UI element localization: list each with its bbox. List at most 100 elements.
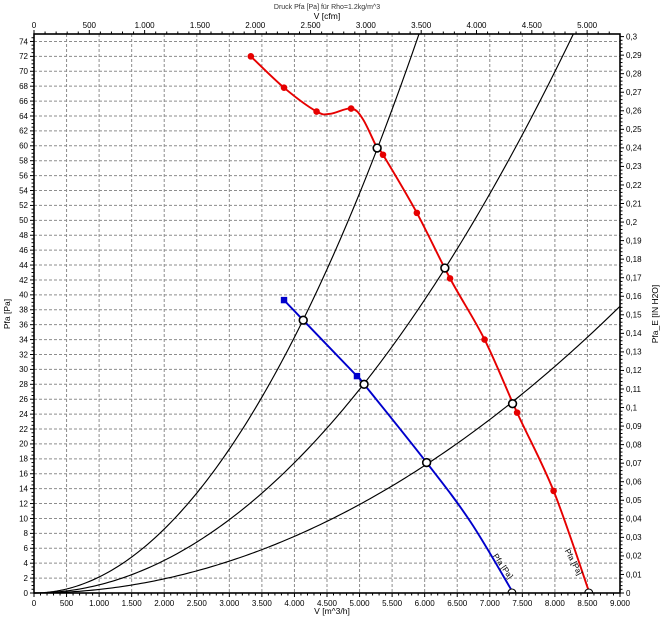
tick-label-right: 0,22 [626,181,642,190]
right-axis-label: Pfa_E [IN H2O] [650,285,660,344]
fan-pressure-curve-marker [247,53,255,60]
tick-label-left: 62 [19,127,28,136]
tick-label-right: 0,09 [626,422,642,431]
second-fan-pressure-curve [283,299,513,592]
tick-label-left: 22 [19,425,28,434]
tick-label-top: 3.000 [356,21,377,30]
tick-label-bottom: 0 [32,599,37,608]
tick-label-bottom: 2.000 [154,599,175,608]
tick-label-right: 0,19 [626,236,642,245]
tick-label-left: 72 [19,52,28,61]
chart-title: Druck Pfa [Pa] für Rho=1.2kg/m^3 [274,4,380,11]
system-curve-1 [33,33,420,594]
tick-label-right: 0,06 [626,478,642,487]
tick-label-bottom: 1.000 [89,599,110,608]
tick-label-bottom: 500 [60,599,74,608]
tick-label-left: 6 [24,544,29,553]
tick-label-top: 1.000 [135,21,156,30]
tick-label-left: 60 [19,142,28,151]
tick-label-top: 3.500 [411,21,432,30]
tick-label-top: 500 [83,21,97,30]
tick-label-right: 0,03 [626,533,642,542]
tick-label-right: 0,21 [626,199,642,208]
operating-point [372,143,382,153]
tick-label-top: 0 [32,21,37,30]
tick-label-left: 2 [24,574,29,583]
tick-label-right: 0,18 [626,255,642,264]
tick-label-left: 52 [19,201,28,210]
tick-label-left: 36 [19,320,28,329]
system-curves-group [33,33,621,594]
tick-label-bottom: 9.000 [610,599,631,608]
tick-label-left: 68 [19,82,28,91]
fan-pressure-curve-marker [413,209,421,217]
second-fan-pressure-curve-marker [353,372,361,380]
tick-label-bottom: 4.500 [317,599,338,608]
tick-label-left: 48 [19,231,28,240]
tick-label-right: 0 [626,589,631,598]
tick-label-left: 26 [19,395,28,404]
tick-label-right: 0,01 [626,570,642,579]
left-axis-label: Pfa [Pa] [2,299,12,329]
tick-label-bottom: 4.000 [284,599,305,608]
fan-pressure-curve-marker [550,487,557,495]
operating-point [507,398,518,409]
tick-label-left: 70 [19,67,28,76]
tick-label-right: 0,26 [626,107,642,116]
tick-label-top: 1.500 [190,21,211,30]
tick-label-top: 4.500 [522,21,543,30]
tick-label-bottom: 3.000 [219,599,240,608]
tick-label-top: 5.000 [577,21,598,30]
tick-label-bottom: 1.500 [122,599,143,608]
tick-label-left: 66 [19,97,28,106]
tick-label-left: 50 [19,216,28,225]
tick-label-right: 0,11 [626,385,642,394]
tick-label-left: 58 [19,157,28,166]
tick-label-left: 30 [19,365,28,374]
tick-label-right: 0,3 [626,32,638,41]
tick-label-left: 46 [19,246,28,255]
tick-label-left: 34 [19,335,28,344]
operating-point [298,315,308,325]
tick-label-top: 2.500 [301,21,322,30]
tick-label-bottom: 5.000 [350,599,371,608]
fan-pressure-curve-marker [280,84,288,91]
tick-label-left: 38 [19,306,28,315]
tick-label-bottom: 6.500 [447,599,468,608]
tick-label-right: 0,29 [626,51,642,60]
tick-label-bottom: 5.500 [382,599,403,608]
tick-label-left: 54 [19,186,28,195]
tick-label-right: 0,17 [626,274,642,283]
tick-label-left: 12 [19,499,28,508]
operating-point [421,457,432,468]
fan-pressure-curve-marker [513,409,521,416]
fan-pressure-curve-inline-label: Pfa [Pa] [563,547,584,576]
tick-label-top: 4.000 [466,21,487,30]
tick-label-left: 8 [24,529,29,538]
operating-point [359,379,369,390]
tick-label-right: 0,05 [626,496,642,505]
tick-label-right: 0,02 [626,552,642,561]
tick-label-bottom: 3.500 [252,599,273,608]
fan-pressure-curve-marker [446,275,454,282]
tick-label-left: 56 [19,171,28,180]
tick-label-right: 0,27 [626,88,642,97]
fan-pressure-curve-marker [481,336,488,343]
operating-point [440,263,450,273]
tick-label-left: 16 [19,470,28,479]
tick-label-left: 10 [19,514,28,523]
fan-pressure-curve-marker [313,108,320,115]
second-fan-pressure-curve-marker [280,296,288,304]
tick-label-left: 40 [19,291,28,300]
axis-ticks: 0 500 1.000 1.500 2.000 2.500 3.000 3.500 4.000 4… [19,21,642,608]
fan-pressure-curve-group: Pfa [Pa] [247,53,594,594]
tick-label-left: 64 [19,112,28,121]
tick-label-right: 0,08 [626,440,642,449]
operating-points-group [298,143,518,468]
bottom-axis-label: V [m^3/h] [314,606,350,616]
tick-label-left: 0 [24,589,29,598]
tick-label-bottom: 6.000 [415,599,436,608]
tick-label-right: 0,13 [626,348,642,357]
tick-label-left: 4 [24,559,29,568]
